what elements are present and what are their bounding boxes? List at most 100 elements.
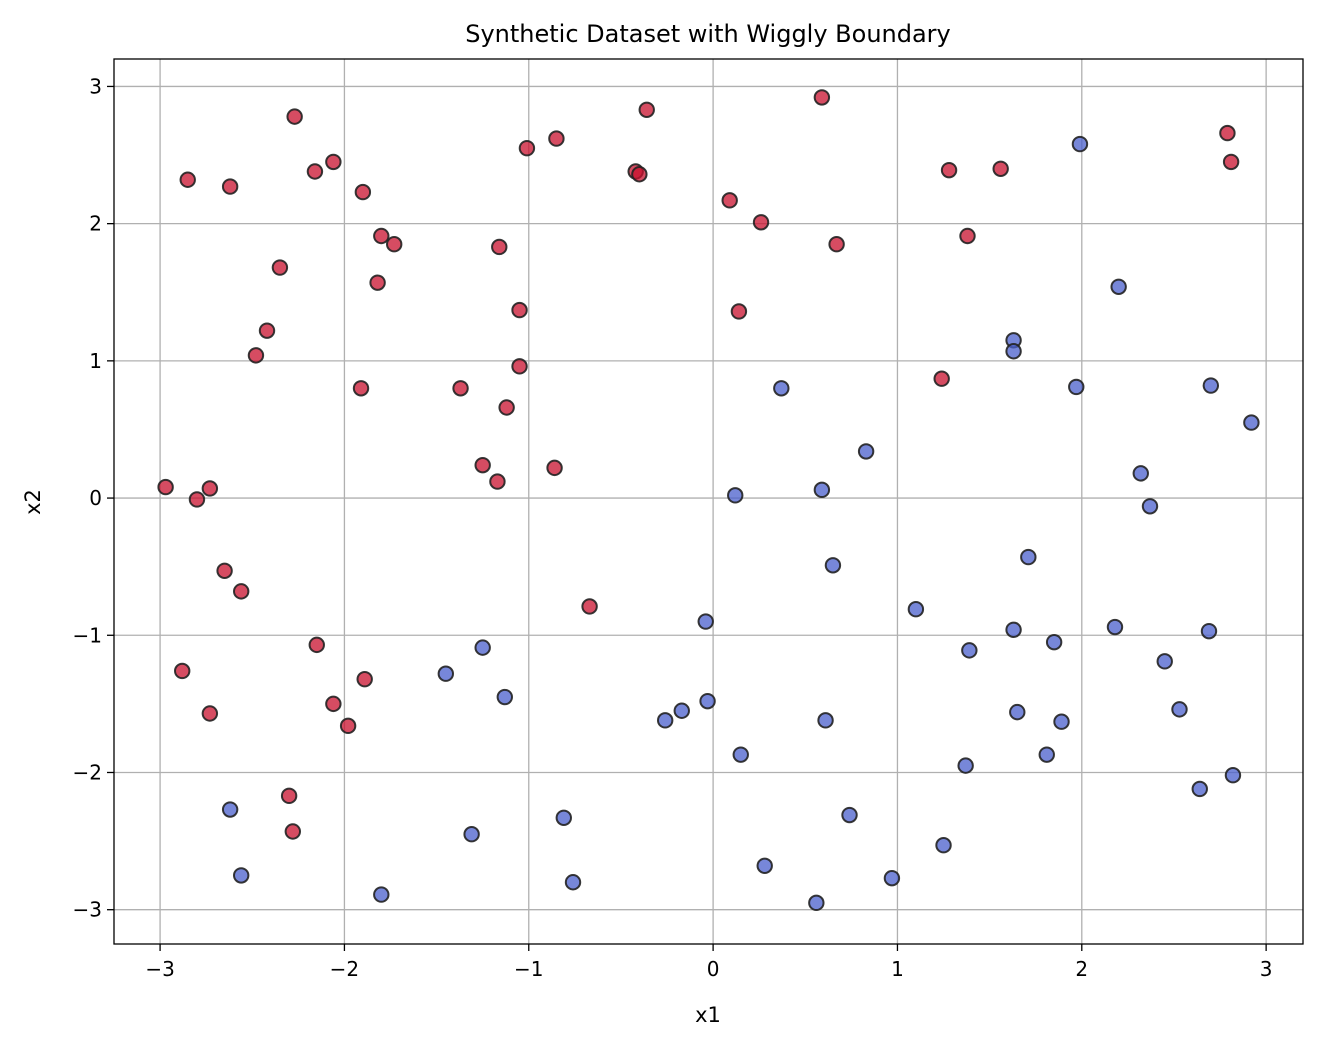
- data-point-blue: [474, 639, 491, 656]
- data-point-blue: [1243, 414, 1260, 431]
- y-tick-label: 0: [89, 486, 102, 510]
- data-point-red: [631, 166, 648, 183]
- data-point-red: [992, 160, 1009, 177]
- data-point-blue: [1045, 633, 1063, 651]
- data-point-blue: [1171, 701, 1188, 718]
- data-point-blue: [496, 688, 514, 706]
- data-point-blue: [1053, 713, 1070, 730]
- data-point-blue: [463, 826, 480, 843]
- data-point-blue: [1068, 378, 1085, 396]
- data-point-red: [828, 236, 845, 253]
- data-point-red: [369, 274, 386, 291]
- data-point-blue: [555, 809, 572, 826]
- data-point-blue: [727, 487, 744, 504]
- data-point-blue: [1005, 621, 1022, 638]
- data-point-red: [308, 636, 325, 654]
- data-point-red: [1222, 153, 1240, 171]
- data-point-red: [216, 562, 233, 579]
- data-point-blue: [841, 806, 858, 824]
- data-point-blue: [656, 712, 674, 729]
- data-point-blue: [824, 557, 842, 574]
- data-point-blue: [883, 869, 901, 887]
- data-points: [157, 89, 1260, 912]
- data-point-red: [352, 380, 370, 397]
- data-point-red: [325, 153, 342, 171]
- data-point-red: [232, 583, 250, 600]
- data-point-red: [306, 163, 324, 180]
- data-point-blue: [935, 837, 952, 854]
- data-point-red: [356, 670, 373, 688]
- y-axis-ticks: −3 −2 −1 0 1 2 3: [73, 74, 114, 922]
- data-point-red: [284, 823, 302, 840]
- data-point-blue: [813, 481, 831, 499]
- data-point-blue: [957, 757, 974, 774]
- y-tick-label: 2: [89, 212, 102, 236]
- data-point-red: [325, 695, 342, 713]
- x-tick-label: −1: [514, 957, 543, 981]
- data-point-blue: [1009, 703, 1026, 721]
- data-point-blue: [1071, 135, 1089, 153]
- x-axis-ticks: −3 −2 −1 0 1 2 3: [145, 944, 1272, 981]
- data-point-red: [1219, 124, 1236, 142]
- data-point-red: [188, 491, 206, 508]
- data-point-red: [813, 89, 831, 106]
- data-point-blue: [1202, 377, 1220, 394]
- data-point-blue: [373, 886, 390, 903]
- data-point-red: [638, 101, 655, 118]
- data-point-blue: [808, 894, 825, 912]
- data-point-blue: [673, 702, 690, 719]
- data-point-red: [271, 259, 289, 276]
- x-tick-label: 0: [707, 957, 720, 981]
- data-point-red: [933, 370, 950, 387]
- grid-lines: [114, 59, 1303, 944]
- data-point-blue: [221, 801, 239, 818]
- data-point-red: [258, 322, 276, 339]
- data-point-blue: [732, 746, 749, 763]
- data-point-blue: [1005, 343, 1022, 360]
- data-point-red: [489, 473, 506, 490]
- data-point-red: [354, 183, 372, 201]
- data-point-red: [174, 662, 191, 680]
- data-point-red: [373, 227, 390, 245]
- data-point-red: [385, 236, 403, 253]
- y-tick-label: −2: [73, 760, 102, 784]
- data-point-blue: [907, 601, 925, 618]
- data-point-blue: [699, 692, 716, 710]
- x-tick-label: −3: [145, 957, 174, 981]
- data-point-red: [286, 108, 303, 125]
- data-point-blue: [817, 712, 834, 729]
- x-axis-label: x1: [695, 1003, 721, 1027]
- data-point-blue: [1106, 618, 1124, 636]
- y-axis-label: x2: [21, 489, 45, 515]
- data-point-red: [940, 161, 958, 179]
- data-point-red: [548, 130, 565, 147]
- data-point-red: [201, 480, 219, 497]
- y-tick-label: −3: [73, 898, 102, 922]
- x-tick-label: 3: [1260, 957, 1273, 981]
- data-point-red: [581, 598, 598, 615]
- data-point-red: [179, 171, 196, 188]
- data-point-red: [511, 301, 528, 319]
- data-point-red: [511, 358, 528, 375]
- data-point-blue: [1132, 465, 1149, 482]
- data-point-blue: [437, 665, 455, 682]
- plot-area-frame: [113, 58, 1304, 945]
- x-tick-label: −2: [330, 957, 359, 981]
- data-point-red: [491, 238, 508, 256]
- data-point-blue: [857, 443, 875, 460]
- data-point-blue: [1191, 780, 1208, 798]
- data-point-red: [201, 705, 219, 722]
- data-point-blue: [1110, 278, 1127, 295]
- chart-title: Synthetic Dataset with Wiggly Boundary: [465, 20, 951, 48]
- data-point-red: [474, 456, 491, 474]
- y-tick-label: −1: [73, 623, 102, 647]
- data-point-blue: [697, 613, 714, 630]
- data-point-blue: [756, 857, 773, 874]
- data-point-blue: [773, 380, 790, 397]
- data-point-blue: [1038, 746, 1055, 763]
- data-point-red: [339, 717, 357, 735]
- data-point-red: [721, 192, 738, 209]
- data-point-red: [518, 139, 536, 157]
- data-point-blue: [1200, 622, 1218, 640]
